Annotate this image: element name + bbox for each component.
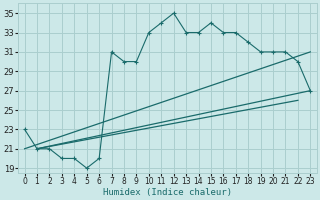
X-axis label: Humidex (Indice chaleur): Humidex (Indice chaleur) xyxy=(103,188,232,197)
